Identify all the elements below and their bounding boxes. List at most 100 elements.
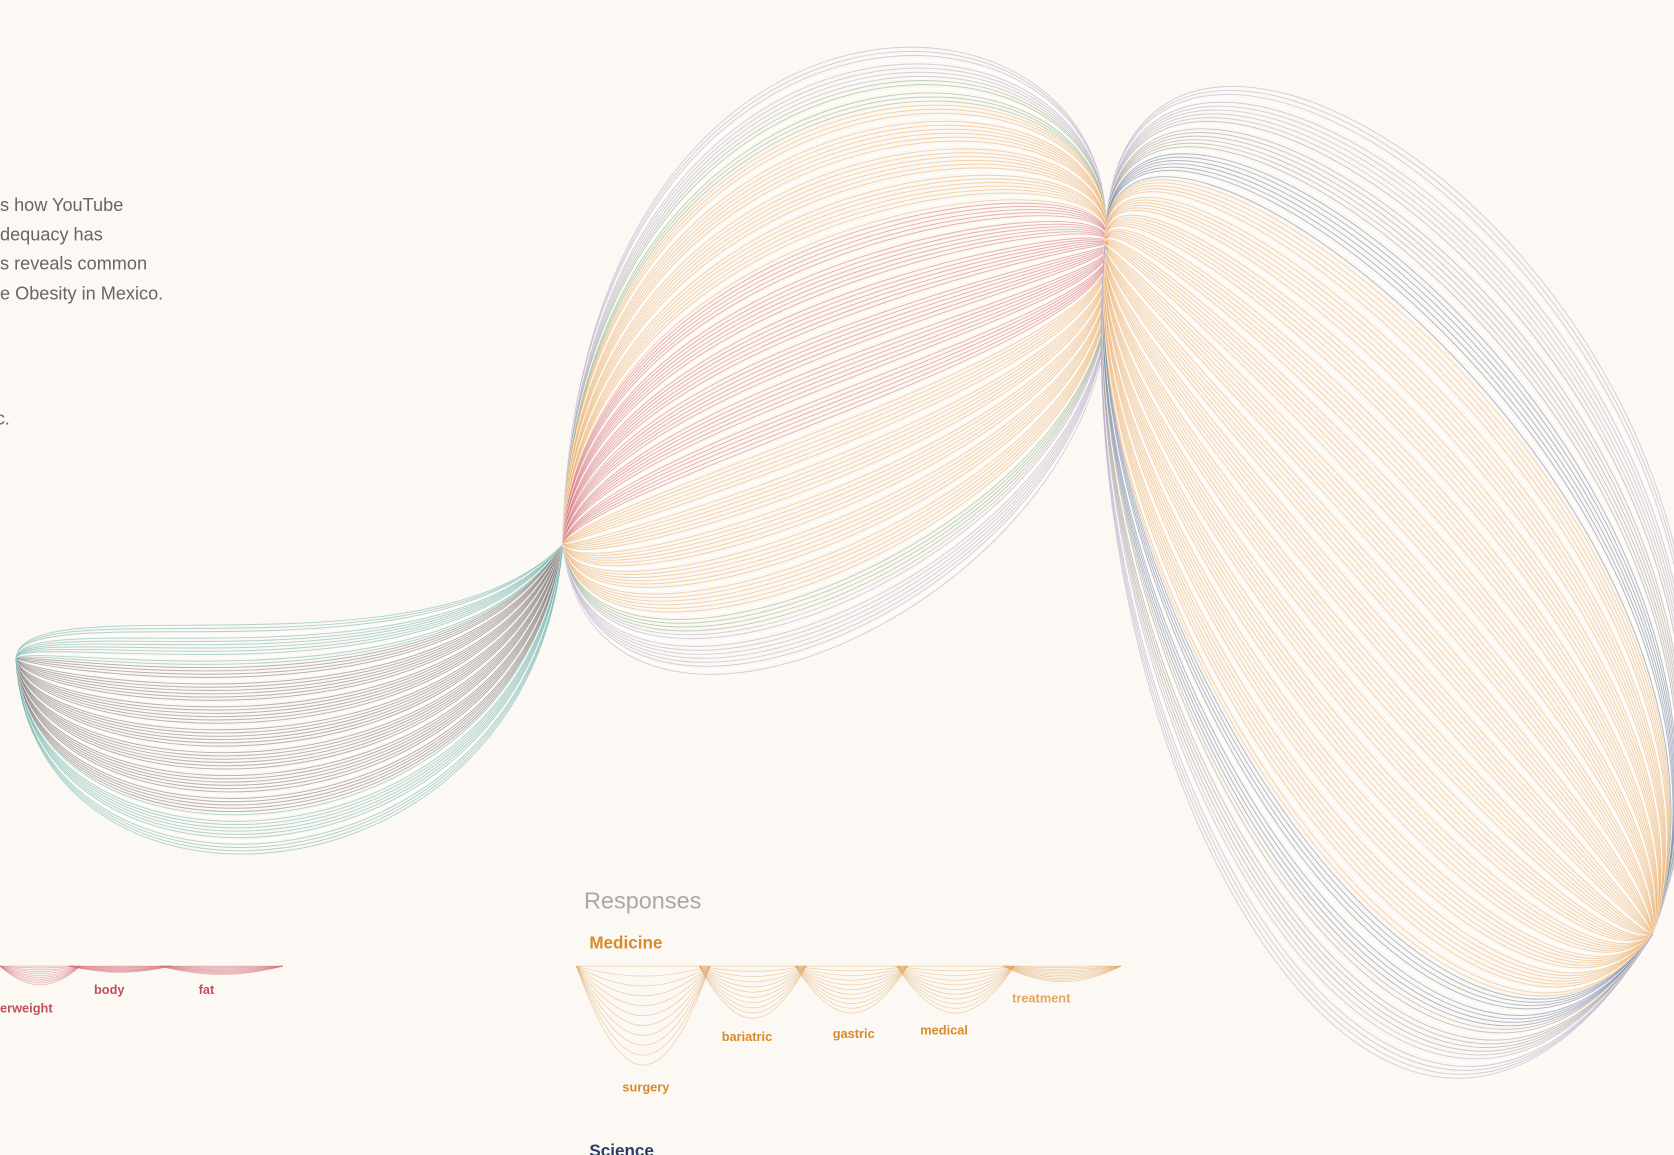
flow-line bbox=[15, 544, 564, 678]
term-label: treatment bbox=[1012, 991, 1071, 1006]
flow-line bbox=[1101, 245, 1654, 1030]
flow-line bbox=[1104, 217, 1661, 935]
legend-bump bbox=[0, 965, 81, 973]
flow-line bbox=[562, 245, 1110, 655]
legend-bump bbox=[896, 965, 1015, 1009]
legend-bump bbox=[698, 966, 807, 1019]
flow-line bbox=[1104, 97, 1674, 935]
flow-line bbox=[1101, 245, 1654, 1037]
flow-line bbox=[1100, 245, 1654, 1075]
flow-line bbox=[1104, 135, 1674, 935]
flow-line bbox=[562, 245, 1109, 545]
legend-bump bbox=[698, 965, 807, 1014]
flow-line bbox=[15, 544, 564, 682]
flow-line bbox=[1102, 245, 1654, 1010]
flow-line bbox=[1102, 245, 1654, 964]
flow-line bbox=[1100, 245, 1654, 1064]
legend-bump bbox=[69, 965, 171, 973]
flow-line bbox=[562, 245, 1109, 545]
flow-line bbox=[1104, 227, 1659, 935]
flow-line bbox=[1104, 240, 1655, 935]
flow-line bbox=[1104, 245, 1654, 935]
flow-line bbox=[15, 544, 564, 803]
flow-line bbox=[561, 116, 1107, 545]
flow-line bbox=[15, 544, 563, 659]
flow-line bbox=[562, 245, 1109, 598]
flow-line bbox=[15, 544, 564, 698]
flow-line bbox=[562, 96, 1107, 545]
flow-line bbox=[562, 245, 1109, 546]
canvas: s how YouTube dequacy has s reveals comm… bbox=[0, 46, 1674, 1155]
flow-line bbox=[15, 544, 564, 835]
legend-bump bbox=[1003, 965, 1121, 969]
flow-line bbox=[1103, 245, 1653, 942]
intro-note: c. bbox=[0, 408, 10, 428]
flow-line bbox=[562, 245, 1108, 545]
flow-line bbox=[15, 544, 564, 786]
flow-line bbox=[562, 245, 1110, 667]
legend-bump bbox=[698, 965, 807, 1003]
flow-line bbox=[562, 71, 1107, 545]
flow-line bbox=[1102, 245, 1654, 977]
flow-line bbox=[15, 544, 564, 757]
flow-line bbox=[15, 544, 564, 692]
flow-line bbox=[562, 245, 1109, 545]
flow-line bbox=[562, 189, 1108, 545]
flow-line bbox=[15, 544, 564, 819]
flow-line bbox=[15, 544, 564, 839]
flow-line bbox=[1101, 245, 1654, 1023]
flow-line bbox=[1103, 245, 1653, 944]
flow-line bbox=[1103, 245, 1653, 936]
flow-line bbox=[1102, 245, 1654, 994]
legend-bump bbox=[896, 965, 1015, 1000]
flow-line bbox=[1104, 245, 1654, 935]
flow-line bbox=[562, 215, 1108, 545]
flow-line bbox=[1103, 245, 1653, 939]
legend-bump bbox=[698, 965, 807, 1008]
flow-line bbox=[562, 228, 1108, 545]
flow-line bbox=[1102, 245, 1654, 985]
legend-bump bbox=[795, 965, 908, 1009]
flow-line bbox=[1101, 245, 1654, 1045]
flow-line bbox=[15, 544, 564, 744]
flow-line bbox=[562, 185, 1108, 545]
intro-line: s how YouTube bbox=[0, 195, 123, 215]
flow-line bbox=[1102, 245, 1654, 997]
legend-bump bbox=[0, 965, 81, 971]
flow-line bbox=[562, 212, 1108, 545]
flow-line bbox=[562, 174, 1107, 545]
flow-line bbox=[1104, 245, 1654, 935]
flow-line bbox=[15, 544, 564, 822]
flow-line bbox=[562, 132, 1107, 545]
flow-line bbox=[1104, 234, 1657, 935]
flow-line bbox=[1104, 243, 1654, 935]
flow-line bbox=[562, 245, 1109, 556]
flow-line bbox=[1104, 237, 1656, 935]
flow-line bbox=[1104, 245, 1653, 935]
flow-line bbox=[1102, 245, 1654, 969]
flow-line bbox=[561, 244, 1108, 545]
legend-bump bbox=[795, 965, 908, 972]
flow-line bbox=[1104, 185, 1670, 935]
flow-line bbox=[1104, 245, 1654, 935]
legend-bump bbox=[795, 965, 908, 1004]
legend-bump bbox=[699, 965, 807, 988]
flow-line bbox=[1104, 169, 1674, 935]
flow-line bbox=[15, 544, 564, 711]
flow-line bbox=[1100, 245, 1654, 1071]
flow-line bbox=[561, 218, 1108, 545]
flow-line bbox=[15, 544, 563, 659]
flow-line bbox=[562, 245, 1110, 624]
flow-line bbox=[1101, 245, 1654, 1027]
flow-line bbox=[1104, 223, 1660, 935]
legend-bump bbox=[795, 965, 908, 995]
flow-line bbox=[1101, 245, 1654, 1067]
flow-line bbox=[562, 240, 1108, 545]
flow-line bbox=[1104, 179, 1671, 935]
flow-line bbox=[15, 544, 564, 728]
legend-bump bbox=[896, 965, 1015, 1014]
flow-line bbox=[1103, 245, 1654, 962]
flow-line bbox=[1104, 212, 1663, 935]
flow-line bbox=[1104, 244, 1654, 935]
